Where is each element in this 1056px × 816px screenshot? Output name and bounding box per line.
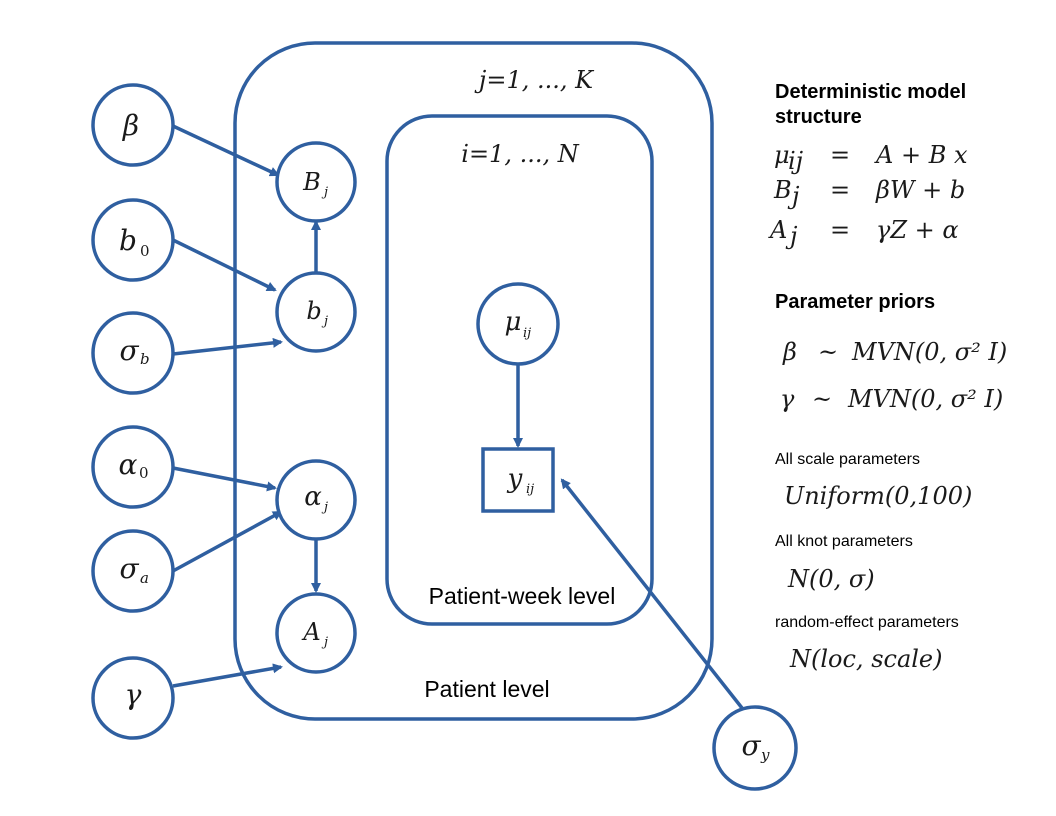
eq1-lhs-sub: ij: [788, 147, 804, 175]
outer-plate: [233, 41, 714, 721]
node-gamma-symbol: γ: [125, 678, 142, 711]
node-alpha0: α 0: [91, 425, 175, 509]
node-sigma-a: σ a: [91, 529, 175, 613]
node-bj-subscript: j: [321, 314, 328, 329]
node-alphaj-symbol: α: [304, 482, 322, 512]
node-mu-symbol: μ: [505, 307, 522, 337]
edge-beta-Bj: [172, 124, 280, 177]
structure-heading-line2: structure: [775, 106, 862, 128]
node-sigma-b-subscript: b: [140, 350, 150, 368]
node-alpha0-subscript: 0: [139, 464, 149, 482]
inner-plate-label: Patient-week level: [429, 583, 616, 609]
prior2-rhs: MVN(0, σ² I): [847, 385, 1003, 413]
node-sigma-y-symbol: σ: [741, 729, 761, 762]
node-sigma-a-subscript: a: [140, 569, 149, 587]
node-Aj-subscript: j: [321, 635, 328, 650]
node-b0-subscript: 0: [140, 242, 150, 260]
node-sigma-b-symbol: σ: [119, 334, 139, 367]
node-beta: β: [91, 83, 175, 167]
node-sigma-b: σ b: [91, 311, 175, 395]
edge-sigmay-y: [560, 478, 744, 710]
node-bj: b j: [275, 271, 357, 353]
edge-sigmab-bj: [172, 337, 283, 356]
node-mu-subscript: ij: [523, 326, 531, 341]
eq2-eq: =: [830, 176, 850, 204]
node-alpha0-symbol: α: [119, 448, 138, 481]
prior2-lhs: γ: [780, 385, 795, 413]
node-gamma: γ: [91, 656, 175, 740]
scale-label: All scale parameters: [775, 451, 920, 468]
eq3-rhs: γZ + α: [876, 216, 959, 244]
eq3-lhs: A: [768, 216, 787, 244]
prior1-rel: ~: [818, 338, 838, 366]
node-sigma-a-symbol: σ: [119, 552, 139, 585]
node-y: y ij: [481, 447, 555, 513]
inner-plate-index: i=1, ..., N: [461, 140, 579, 168]
knot-label: All knot parameters: [775, 533, 913, 550]
eq3-eq: =: [830, 216, 850, 244]
node-Bj-subscript: j: [321, 185, 328, 200]
random-effect-label: random-effect parameters: [775, 614, 959, 631]
sidebar: Deterministic model structure μ ij = A +…: [768, 81, 1007, 673]
eq1-lhs: μ: [774, 141, 790, 169]
scale-prior: Uniform(0,100): [784, 482, 972, 510]
prior1-rhs: MVN(0, σ² I): [851, 338, 1007, 366]
structure-heading-line1: Deterministic model: [775, 81, 966, 103]
inner-plate: [385, 114, 654, 626]
node-b0: b 0: [91, 198, 175, 282]
node-alphaj-subscript: j: [321, 500, 328, 515]
eq2-lhs: B: [773, 176, 792, 204]
edge-b0-bj: [172, 238, 277, 292]
outer-plate-index: j=1, ..., K: [474, 66, 595, 94]
prior2-rel: ~: [812, 385, 832, 413]
node-sigma-y-subscript: y: [760, 746, 770, 764]
node-Aj-symbol: A: [301, 618, 320, 646]
node-Bj: B j: [275, 141, 357, 223]
eq1-rhs: A + B x: [874, 141, 968, 169]
node-y-symbol: y: [507, 464, 523, 494]
eq2-rhs: βW + b: [875, 176, 965, 204]
node-alphaj: α j: [275, 459, 357, 541]
edge-gamma-Aj: [172, 663, 283, 688]
node-Aj: A j: [275, 592, 357, 674]
node-sigma-y: σ y: [712, 705, 798, 791]
knot-prior: N(0, σ): [787, 565, 875, 593]
node-Bj-symbol: B: [302, 168, 321, 196]
edge-alpha0-alphaj: [172, 466, 277, 492]
node-y-subscript: ij: [526, 482, 534, 497]
prior1-lhs: β: [782, 338, 797, 366]
eq1-eq: =: [830, 141, 850, 169]
edge-sigmaa-alphaj: [172, 510, 283, 573]
node-bj-symbol: b: [306, 297, 321, 325]
random-effect-prior: N(loc, scale): [789, 645, 943, 673]
node-mu: μ ij: [476, 282, 560, 366]
node-b0-symbol: b: [119, 224, 137, 257]
node-beta-symbol: β: [122, 109, 139, 142]
priors-heading: Parameter priors: [775, 291, 935, 313]
outer-plate-label: Patient level: [424, 676, 549, 702]
